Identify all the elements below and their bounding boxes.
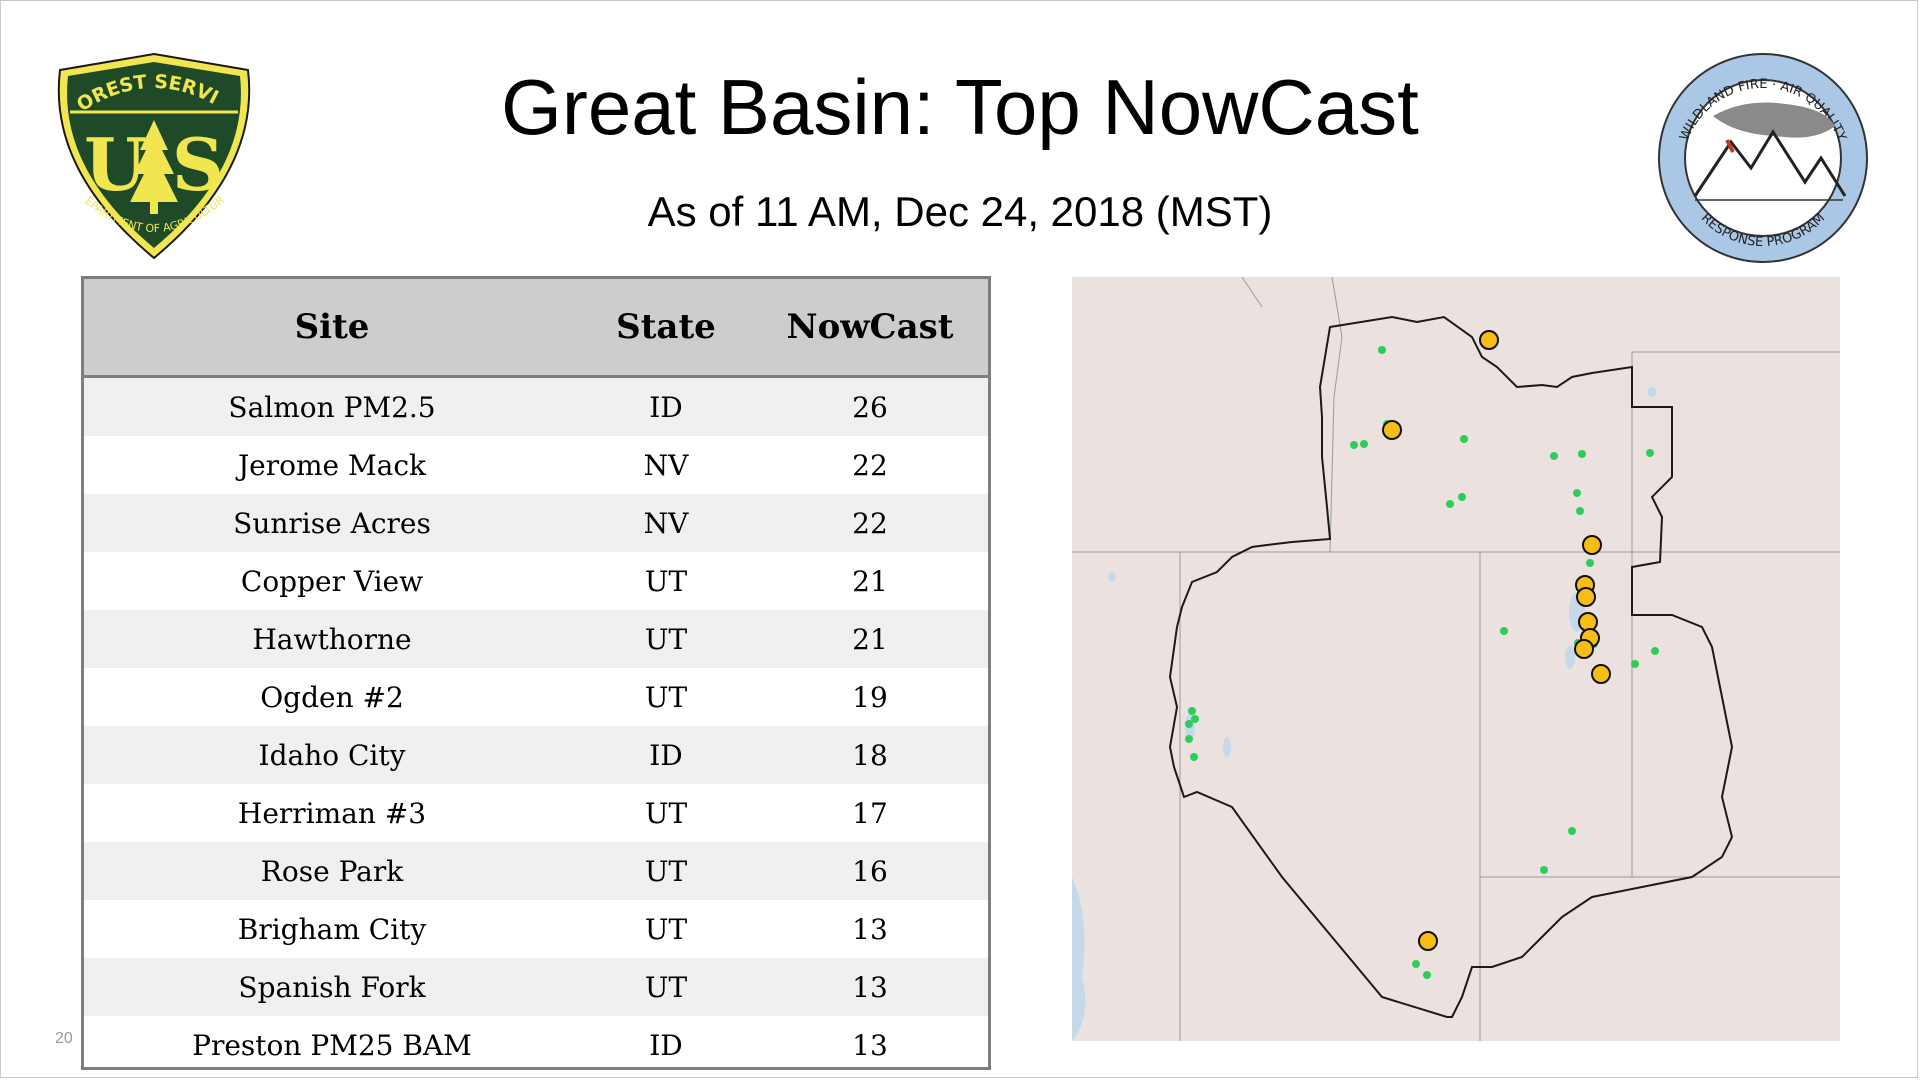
table-row: Sunrise Acres NV 22 [84,494,988,552]
monitoring-site-marker [1550,452,1558,460]
monitoring-site-marker [1646,449,1654,457]
great-basin-map [1072,277,1840,1041]
monitoring-site-marker [1185,720,1193,728]
monitoring-site-marker [1190,753,1198,761]
wildland-fire-air-quality-logo: WILDLAND FIRE · AIR QUALITY RESPONSE PRO… [1655,50,1871,266]
cell-state: ID [580,1016,752,1067]
slide-title: Great Basin: Top NowCast [501,63,1419,151]
table-header-row: Site State NowCast [84,279,988,378]
cell-site: Sunrise Acres [84,494,580,552]
cell-state: UT [580,900,752,958]
monitoring-site-marker [1191,715,1199,723]
cell-state: UT [580,610,752,668]
cell-nowcast: 13 [752,958,988,1016]
top-nowcast-site-marker [1418,931,1438,951]
top-nowcast-site-marker [1382,420,1402,440]
cell-nowcast: 13 [752,1016,988,1067]
cell-nowcast: 22 [752,436,988,494]
nowcast-table: Site State NowCast Salmon PM2.5 ID 26 Jero… [81,276,991,1070]
table-row: Spanish Fork UT 13 [84,958,988,1016]
forest-service-logo: FOREST SERVICE U S DEPARTMENT OF AGRICUL… [41,33,260,262]
monitoring-site-marker [1578,450,1586,458]
cell-state: UT [580,668,752,726]
cell-site: Jerome Mack [84,436,580,494]
table-row: Hawthorne UT 21 [84,610,988,668]
monitoring-site-marker [1573,489,1581,497]
cell-state: NV [580,436,752,494]
map-land [1072,277,1840,1041]
cell-site: Idaho City [84,726,580,784]
cell-nowcast: 18 [752,726,988,784]
cell-nowcast: 16 [752,842,988,900]
ocean [1072,877,1086,1041]
slide-subtitle: As of 11 AM, Dec 24, 2018 (MST) [647,188,1273,235]
top-nowcast-sites-layer [1382,330,1611,951]
table-row: Brigham City UT 13 [84,900,988,958]
table-row: Rose Park UT 16 [84,842,988,900]
table-row: Copper View UT 21 [84,552,988,610]
cell-site: Preston PM25 BAM [84,1016,580,1067]
monitoring-site-marker [1576,507,1584,515]
cell-site: Brigham City [84,900,580,958]
table-row: Jerome Mack NV 22 [84,436,988,494]
monitoring-site-marker [1568,827,1576,835]
monitoring-site-marker [1350,441,1358,449]
cell-nowcast: 17 [752,784,988,842]
monitoring-site-marker [1631,660,1639,668]
cell-site: Salmon PM2.5 [84,376,580,436]
cell-state: ID [580,376,752,436]
page-number: 20 [55,1030,73,1047]
top-nowcast-site-marker [1591,664,1611,684]
monitoring-site-marker [1360,440,1368,448]
column-header-nowcast: NowCast [752,279,988,378]
cell-site: Ogden #2 [84,668,580,726]
table-row: Ogden #2 UT 19 [84,668,988,726]
cell-nowcast: 13 [752,900,988,958]
cell-site: Herriman #3 [84,784,580,842]
top-nowcast-site-marker [1479,330,1499,350]
map-canvas [1072,277,1840,1041]
table-row: Salmon PM2.5 ID 26 [84,376,988,436]
monitoring-site-marker [1586,559,1594,567]
top-nowcast-site-marker [1582,535,1602,555]
cell-state: UT [580,958,752,1016]
top-nowcast-site-marker [1576,587,1596,607]
monitoring-site-marker [1412,960,1420,968]
column-header-site: Site [84,279,580,378]
monitoring-site-marker [1500,627,1508,635]
monitoring-site-marker [1446,500,1454,508]
monitoring-site-marker [1423,971,1431,979]
cell-site: Hawthorne [84,610,580,668]
cell-state: ID [580,726,752,784]
cell-state: UT [580,552,752,610]
cell-nowcast: 22 [752,494,988,552]
cell-nowcast: 26 [752,376,988,436]
monitoring-site-marker [1185,735,1193,743]
column-header-state: State [580,279,752,378]
monitoring-site-marker [1460,435,1468,443]
cell-nowcast: 21 [752,552,988,610]
cell-state: UT [580,784,752,842]
cell-nowcast: 19 [752,668,988,726]
cell-site: Spanish Fork [84,958,580,1016]
cell-nowcast: 21 [752,610,988,668]
monitoring-site-marker [1458,493,1466,501]
cell-site: Rose Park [84,842,580,900]
table-row: Preston PM25 BAM ID 13 [84,1016,988,1067]
cell-state: NV [580,494,752,552]
monitoring-site-marker [1540,866,1548,874]
cell-site: Copper View [84,552,580,610]
great-basin-boundary [1168,315,1734,1018]
monitoring-site-marker [1378,346,1386,354]
table-row: Herriman #3 UT 17 [84,784,988,842]
monitoring-site-marker [1651,647,1659,655]
table-row: Idaho City ID 18 [84,726,988,784]
cell-state: UT [580,842,752,900]
top-nowcast-site-marker [1574,639,1594,659]
monitoring-site-marker [1188,707,1196,715]
